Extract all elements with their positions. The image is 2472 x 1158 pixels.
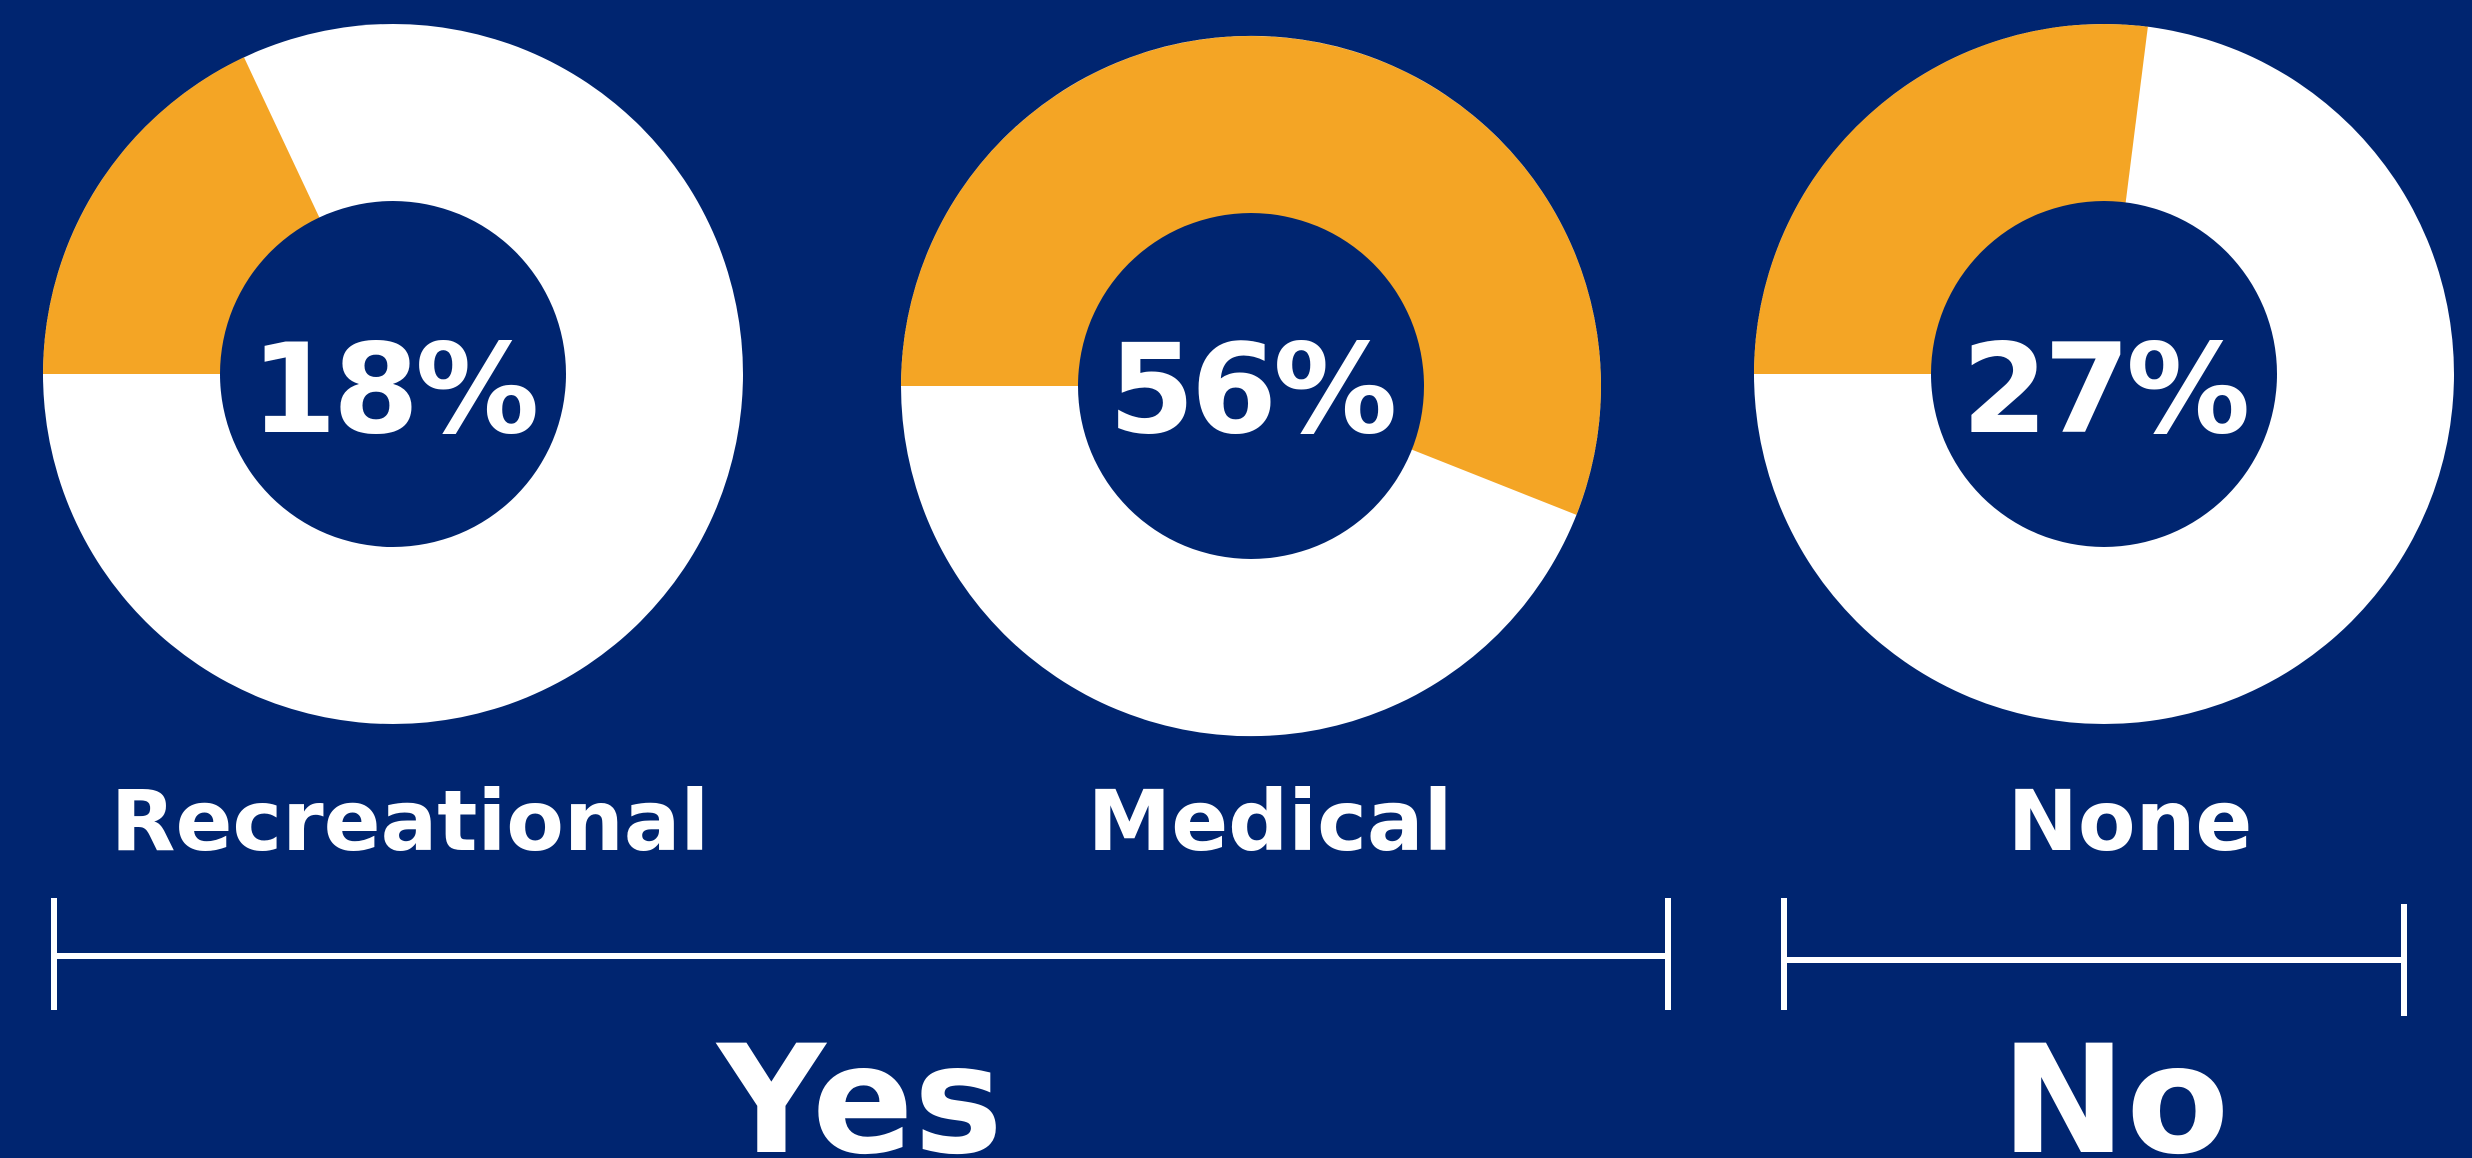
none-category-label: None xyxy=(2008,772,2253,870)
group-label-no: No xyxy=(2001,1014,2230,1158)
donut-none: 27% None xyxy=(1754,23,2454,870)
medical-percent-label: 56% xyxy=(1109,318,1395,462)
donut-medical-hole xyxy=(1078,213,1424,559)
donut-medical: 56% Medical xyxy=(900,35,1601,870)
group-label-yes: Yes xyxy=(715,1014,1003,1158)
medical-category-label: Medical xyxy=(1088,772,1453,870)
recreational-percent-label: 18% xyxy=(251,318,537,462)
donut-none-hole xyxy=(1931,201,2277,547)
donut-recreational-hole xyxy=(220,201,566,547)
recreational-category-label: Recreational xyxy=(111,772,709,870)
none-percent-label: 27% xyxy=(1962,318,2248,462)
group-bracket-yes: Yes xyxy=(51,898,1671,1158)
group-bracket-no: No xyxy=(1781,898,2407,1158)
donut-recreational: 18% Recreational xyxy=(43,24,743,870)
